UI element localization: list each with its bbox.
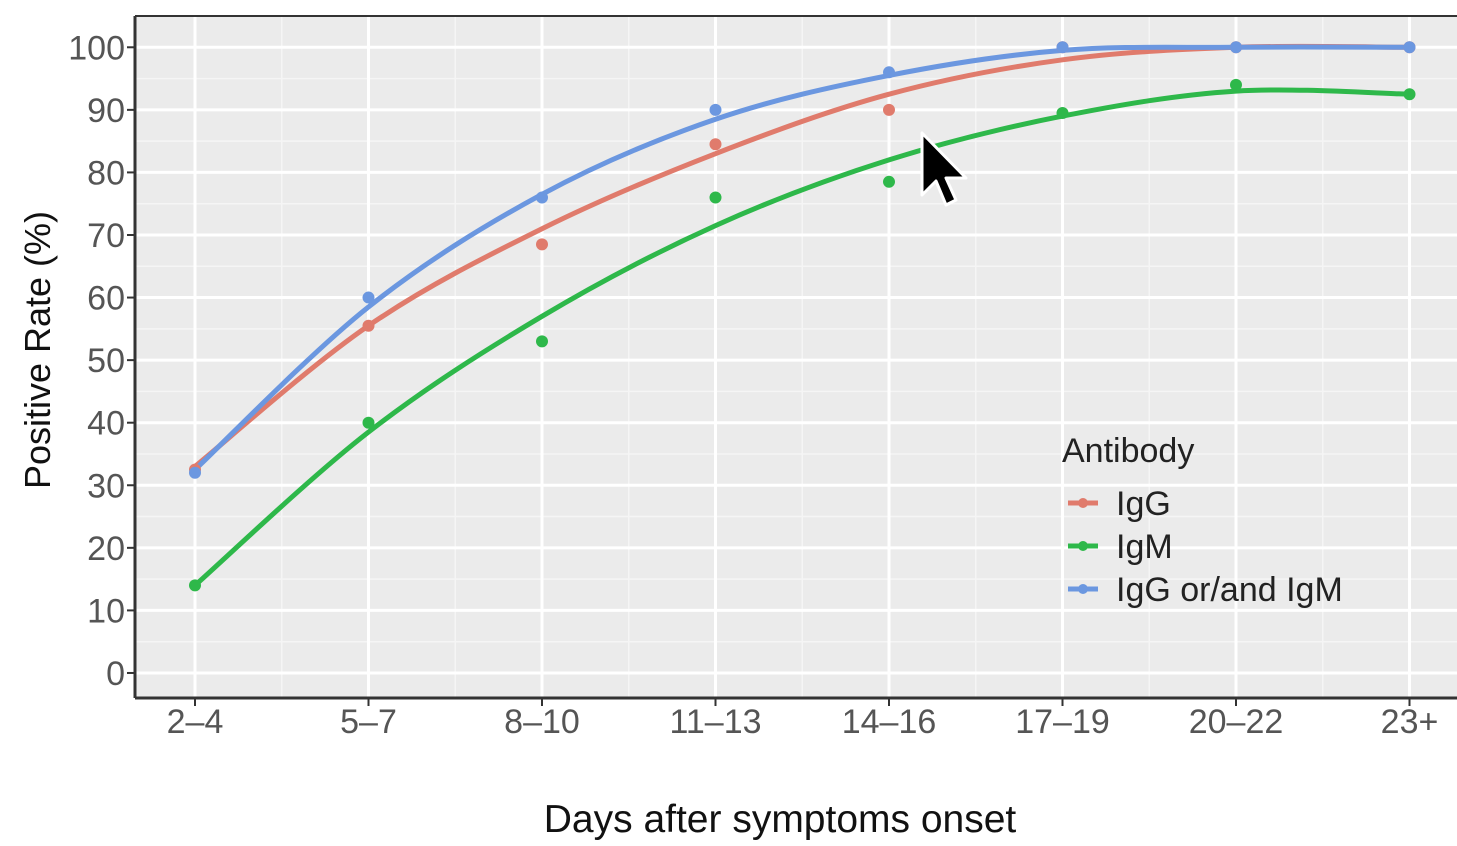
data-point-igm: [1230, 78, 1242, 91]
grid-major: [135, 16, 1457, 698]
x-tick-label: 11–13: [669, 703, 761, 741]
data-point-igm: [1403, 88, 1416, 101]
data-point-igg-or-and-igm: [1230, 41, 1242, 54]
fit-line-igg-or-and-igm: [192, 44, 1412, 473]
y-axis-label: Positive Rate (%): [17, 211, 58, 489]
data-point-igg-or-and-igm: [883, 66, 895, 79]
y-tick-label: 100: [68, 29, 125, 67]
data-point-igg-or-and-igm: [1056, 41, 1069, 54]
y-tick-label: 20: [87, 530, 125, 568]
data-point-igm: [362, 416, 375, 429]
data-point-igg: [883, 103, 895, 116]
fit-line-igm: [192, 87, 1412, 588]
legend-label-igg-or-and-igm: IgG or/and IgM: [1116, 571, 1343, 609]
legend: Antibody IgG IgM IgG or/and IgM: [1062, 432, 1343, 609]
y-tick-label: 0: [106, 655, 125, 693]
x-tick-label: 14–16: [842, 703, 937, 741]
data-point-igg: [362, 319, 375, 332]
data-point-igg-or-and-igm: [362, 291, 375, 304]
x-tick-label: 20–22: [1189, 703, 1284, 741]
legend-title: Antibody: [1062, 432, 1194, 470]
legend-key-point: [1078, 541, 1088, 551]
legend-label-igm: IgM: [1116, 528, 1173, 566]
data-point-igg-or-and-igm: [536, 191, 548, 204]
x-tick-label: 5–7: [340, 703, 397, 741]
data-point-igg: [536, 238, 548, 251]
data-point-igm: [536, 335, 548, 348]
legend-key-point: [1078, 584, 1088, 594]
data-points: [189, 41, 1416, 592]
x-axis-label: Days after symptoms onset: [544, 798, 1017, 841]
data-point-igg-or-and-igm: [709, 103, 722, 116]
legend-label-igg: IgG: [1116, 485, 1171, 523]
x-tick-label: 8–10: [504, 703, 580, 741]
y-tick-label: 30: [87, 467, 125, 505]
x-tick-label: 2–4: [167, 703, 224, 741]
fit-lines: [192, 43, 1412, 588]
x-ticks: 2–4 5–7 8–10 11–13 14–16 17–19 20–22 23+: [167, 698, 1439, 741]
y-ticks: 0 10 20 30 40 50 60 70 80 90 100: [68, 29, 135, 693]
data-point-igm: [1056, 106, 1069, 119]
y-tick-label: 40: [87, 405, 125, 443]
data-point-igg-or-and-igm: [1403, 41, 1416, 54]
x-tick-label: 23+: [1381, 703, 1439, 741]
y-tick-label: 80: [87, 154, 125, 192]
mouse-pointer-icon: [920, 131, 968, 207]
x-tick-label: 17–19: [1015, 703, 1110, 741]
data-point-igm: [189, 579, 201, 592]
y-tick-label: 60: [87, 280, 125, 318]
data-point-igg-or-and-igm: [189, 466, 201, 479]
data-point-igm: [883, 175, 895, 188]
y-tick-label: 50: [87, 342, 125, 380]
y-tick-label: 90: [87, 92, 125, 130]
y-tick-label: 70: [87, 217, 125, 255]
legend-key-point: [1078, 498, 1088, 508]
data-point-igg: [709, 138, 722, 151]
data-point-igm: [709, 191, 722, 204]
y-tick-label: 10: [87, 592, 125, 630]
